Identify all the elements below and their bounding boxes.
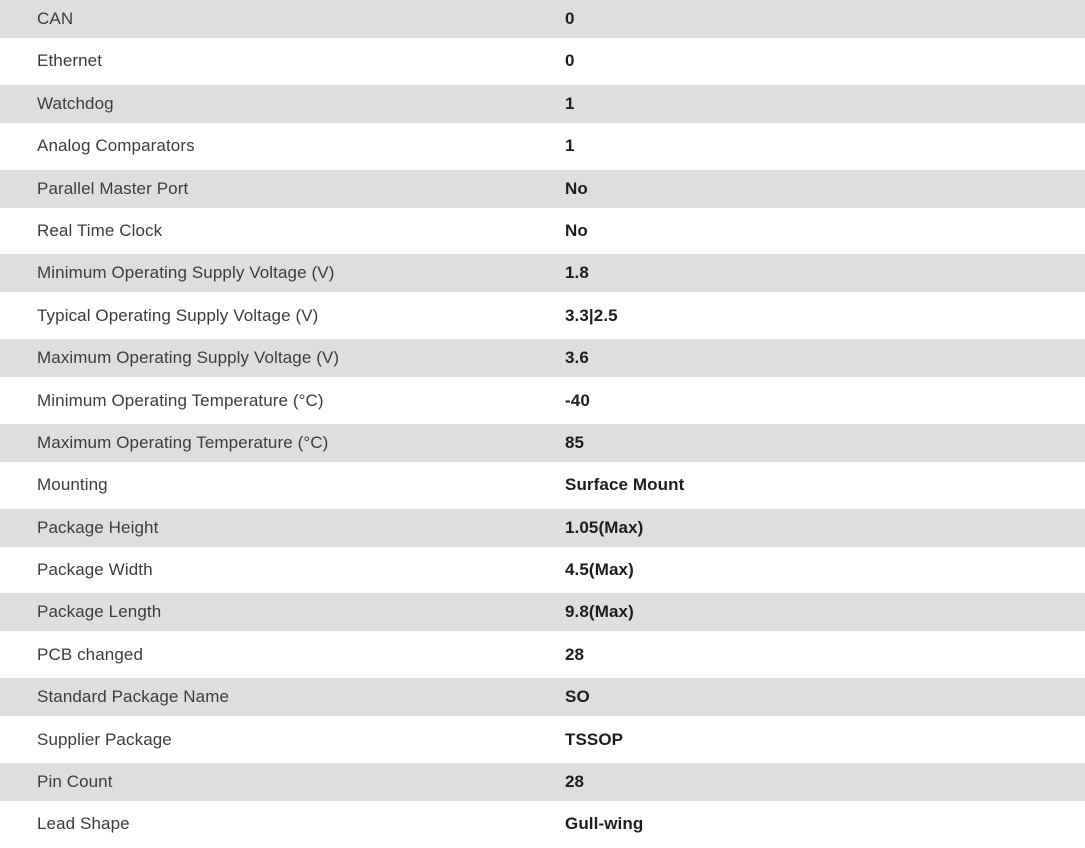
table-row: Typical Operating Supply Voltage (V) 3.3… (0, 296, 1085, 335)
spec-value: No (565, 178, 588, 198)
table-row: Pin Count 28 (0, 763, 1085, 802)
spec-label: Lead Shape (37, 814, 130, 834)
spec-label: CAN (37, 9, 74, 28)
spec-label: Mounting (37, 475, 108, 495)
spec-label: Minimum Operating Supply Voltage (V) (37, 263, 335, 283)
spec-label: Maximum Operating Temperature (°C) (37, 432, 329, 452)
spec-label: Supplier Package (37, 729, 172, 749)
spec-value: 28 (565, 772, 585, 792)
table-row: Parallel Master Port No (0, 169, 1085, 208)
spec-value: 9.8(Max) (565, 602, 634, 622)
spec-value: 3.3|2.5 (565, 305, 618, 325)
spec-value: 28 (565, 644, 585, 664)
spec-label: Real Time Clock (37, 220, 163, 240)
spec-label: Watchdog (37, 93, 114, 113)
spec-label: Analog Comparators (37, 136, 195, 156)
table-row: Ethernet 0 (0, 42, 1085, 81)
spec-value: 1 (565, 93, 575, 113)
spec-label: PCB changed (37, 644, 144, 664)
table-row: Mounting Surface Mount (0, 466, 1085, 505)
spec-value: SO (565, 687, 590, 707)
spec-value: 1 (565, 136, 575, 156)
table-row: Maximum Operating Supply Voltage (V) 3.6 (0, 339, 1085, 378)
spec-value: 85 (565, 432, 585, 452)
table-row: Maximum Operating Temperature (°C) 85 (0, 423, 1085, 462)
table-row: Package Height 1.05(Max) (0, 508, 1085, 547)
spec-value: 1.8 (565, 263, 589, 283)
table-row: Watchdog 1 (0, 84, 1085, 123)
table-row: PCB changed 28 (0, 635, 1085, 674)
table-row: Package Length 9.8(Max) (0, 593, 1085, 632)
spec-label: Package Length (37, 602, 162, 622)
spec-label: Ethernet (37, 51, 103, 71)
table-row: Analog Comparators 1 (0, 127, 1085, 166)
spec-label: Package Width (37, 560, 153, 580)
table-row: Real Time Clock No (0, 211, 1085, 250)
table-row: Supplier Package TSSOP (0, 720, 1085, 759)
spec-label: Maximum Operating Supply Voltage (V) (37, 348, 340, 368)
spec-label: Parallel Master Port (37, 178, 189, 198)
spec-value: 0 (565, 51, 575, 71)
spec-value: 0 (565, 9, 575, 28)
spec-value: -40 (565, 390, 590, 410)
table-row: Minimum Operating Supply Voltage (V) 1.8 (0, 254, 1085, 293)
table-row: Standard Package Name SO (0, 678, 1085, 717)
spec-label: Standard Package Name (37, 687, 230, 707)
spec-label: Pin Count (37, 772, 113, 792)
spec-label: Typical Operating Supply Voltage (V) (37, 305, 319, 325)
spec-label: Minimum Operating Temperature (°C) (37, 390, 324, 410)
spec-value: 4.5(Max) (565, 560, 634, 580)
spec-value: Gull-wing (565, 814, 644, 834)
spec-value: No (565, 220, 588, 240)
spec-value: 3.6 (565, 348, 589, 368)
table-row: CAN 0 (0, 0, 1085, 38)
spec-label: Package Height (37, 517, 159, 537)
table-row: Minimum Operating Temperature (°C) -40 (0, 381, 1085, 420)
table-row: Lead Shape Gull-wing (0, 805, 1085, 844)
spec-value: 1.05(Max) (565, 517, 644, 537)
table-row: Package Width 4.5(Max) (0, 551, 1085, 590)
spec-value: TSSOP (565, 729, 624, 749)
spec-value: Surface Mount (565, 475, 685, 495)
